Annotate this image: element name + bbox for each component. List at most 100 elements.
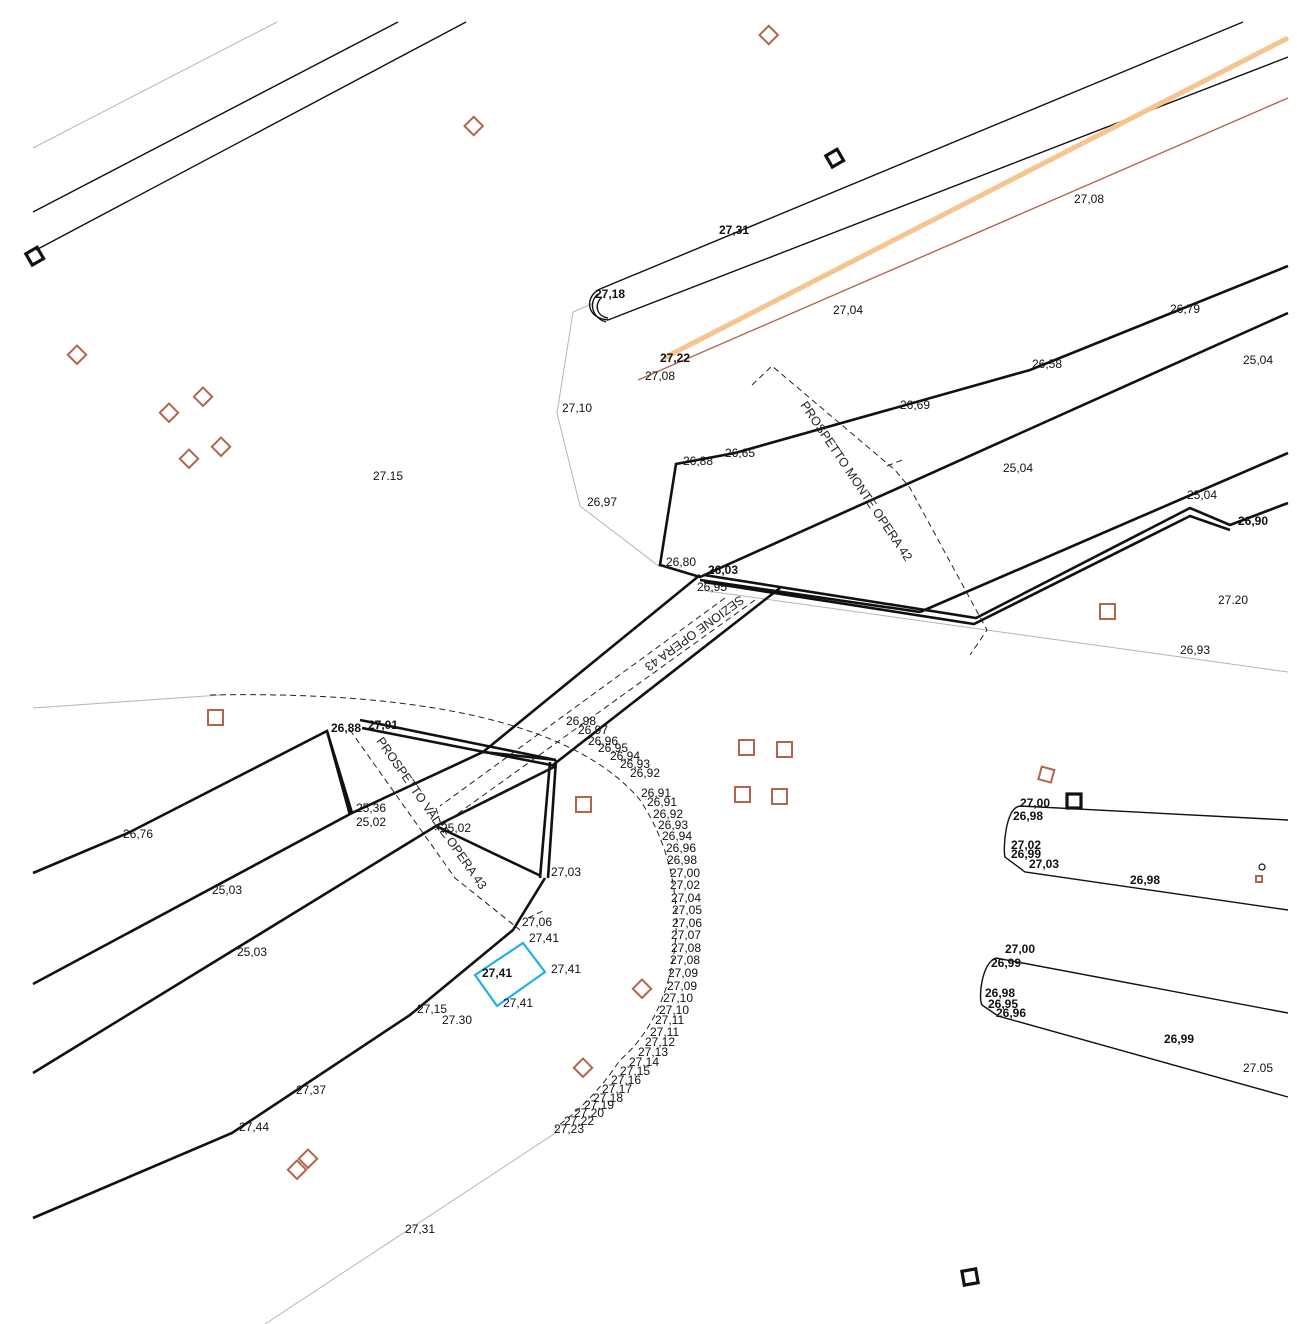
spot-elevation: 26,65 [725, 446, 755, 460]
spot-elevation: 26,98 [1013, 809, 1043, 823]
upper-left-road-edges [32, 21, 467, 251]
spot-elevation: 26,97 [578, 723, 608, 737]
tree-symbols [66, 24, 1263, 1181]
spot-elevation: 27,02 [670, 878, 700, 892]
brown-utility-line [637, 97, 1289, 381]
spot-elevation: 27,31 [719, 223, 749, 237]
spot-elevation: 26,90 [1238, 514, 1268, 528]
spot-elevation: 26,79 [1170, 302, 1200, 316]
spot-elevation: 27,20 [574, 1106, 604, 1120]
upper-road-strip [589, 21, 1289, 323]
spot-elevation: 27.15 [373, 469, 403, 483]
spot-elevation: 26,97 [587, 495, 617, 509]
spot-elevation: 26,99 [991, 956, 1021, 970]
spot-elevation: 26,92 [653, 807, 683, 821]
spot-elevation: 27,11 [650, 1025, 679, 1039]
channel-upper-right [658, 264, 1289, 626]
spot-elevation: 27,22 [660, 351, 690, 365]
spot-elevation: 27,07 [671, 928, 701, 942]
spot-elevation: 27,08 [645, 369, 675, 383]
spot-elevation: 26,99 [1164, 1032, 1194, 1046]
spot-elevation: 27,01 [368, 718, 398, 732]
spot-elevation: 26,88 [331, 721, 361, 735]
spot-elevation: 27.05 [1243, 1061, 1273, 1075]
spot-elevation: 27,12 [645, 1035, 675, 1049]
channel-lower-left [32, 718, 558, 1220]
spot-elevation: 25,02 [441, 821, 471, 835]
spot-elevation: 27,04 [671, 891, 701, 905]
spot-elevation: 27,09 [667, 979, 697, 993]
spot-elevation: 25,04 [1003, 461, 1033, 475]
label-prospetto-monte-opera-42: PROSPETTO MONTE OPERA 42 [798, 399, 916, 564]
manhole-icon [1258, 863, 1266, 871]
spot-elevation: 26,99 [1011, 847, 1041, 861]
spot-elevation: 27,15 [620, 1064, 650, 1078]
spot-elevation: 25,03 [212, 883, 242, 897]
spot-elevation: 26,98 [667, 853, 697, 867]
spot-elevation: 27,00 [1020, 796, 1050, 810]
spot-elevation: 27,06 [522, 915, 552, 929]
spot-elevation: 27,18 [595, 287, 625, 301]
spot-elevation: 26,92 [630, 766, 660, 780]
spot-elevation: 26,76 [123, 827, 153, 841]
spot-elevation: 26,58 [1032, 357, 1062, 371]
spot-elevation: 27,16 [611, 1073, 641, 1087]
spot-elevation: 27,31 [405, 1222, 435, 1236]
spot-elevation: 26,69 [900, 398, 930, 412]
spot-elevations: 27,31 27,18 27,22 27,04 27,08 26,79 26,5… [123, 192, 1273, 1236]
dashed-section-lines [349, 365, 988, 931]
spot-elevation: 27,13 [638, 1045, 668, 1059]
spot-elevation: 27,11 [655, 1013, 684, 1027]
spot-elevation: 27,41 [482, 966, 512, 980]
highlighted-rectangle [473, 941, 547, 1008]
spot-elevation: 27,15 [417, 1002, 447, 1016]
spot-elevation: 27,14 [629, 1055, 659, 1069]
spot-elevation: 27,23 [554, 1122, 584, 1136]
spot-elevation: 26,96 [588, 734, 618, 748]
spot-elevation: 27,41 [503, 996, 533, 1010]
spot-elevation: 26,91 [641, 786, 671, 800]
spot-elevation: 27,05 [672, 903, 702, 917]
pole-symbols [23, 147, 1266, 1287]
spot-elevation: 27,10 [659, 1003, 689, 1017]
spot-elevation: 26,93 [620, 757, 650, 771]
spot-elevation: 26,94 [662, 829, 692, 843]
spot-elevation: 27,02 [1011, 838, 1041, 852]
spot-elevation: 27,08 [670, 953, 700, 967]
spot-elevation: 27,06 [672, 916, 702, 930]
spot-elevation: 25,04 [1243, 353, 1273, 367]
orange-utility-line [662, 35, 1290, 361]
spot-elevation: 26,93 [1180, 643, 1210, 657]
spot-elevation: 26,95 [988, 997, 1018, 1011]
spot-elevation: 27,08 [671, 941, 701, 955]
spot-elevation: 27.30 [442, 1013, 472, 1027]
spot-elevation: 27,08 [1074, 192, 1104, 206]
spot-elevation: 27,17 [602, 1082, 632, 1096]
spot-elevation: 27,04 [833, 303, 863, 317]
spot-elevation: 26,88 [683, 454, 713, 468]
spot-elevation: 27,10 [663, 991, 693, 1005]
spot-elevation: 26,98 [985, 986, 1015, 1000]
spot-elevation: 27,41 [551, 962, 581, 976]
spot-elevation: 25,04 [1187, 488, 1217, 502]
spot-elevation: 27,03 [1029, 857, 1059, 871]
label-sezione-opera-43: SEZIONE OPERA 43 [642, 593, 746, 674]
spot-elevation: 26,91 [647, 795, 677, 809]
reference-lines [32, 21, 1289, 1324]
spot-elevation: 27,41 [529, 931, 559, 945]
spot-elevation: 25,02 [356, 815, 386, 829]
arc-elevation-path [209, 694, 677, 1129]
spot-elevation: 27,00 [1005, 942, 1035, 956]
spot-elevation: 26,03 [708, 563, 738, 577]
spot-elevation: 27,00 [670, 866, 700, 880]
spot-elevation: 25,03 [237, 945, 267, 959]
spot-elevation: 26,98 [566, 714, 596, 728]
spot-elevation: 27,10 [562, 401, 592, 415]
spot-elevation: 27,22 [564, 1114, 594, 1128]
spot-elevation: 26,95 [598, 741, 628, 755]
lower-right-strips [979, 805, 1289, 1098]
spot-elevation: 26,98 [1130, 873, 1160, 887]
channel-central [482, 573, 781, 767]
spot-elevation: 26,96 [996, 1006, 1026, 1020]
